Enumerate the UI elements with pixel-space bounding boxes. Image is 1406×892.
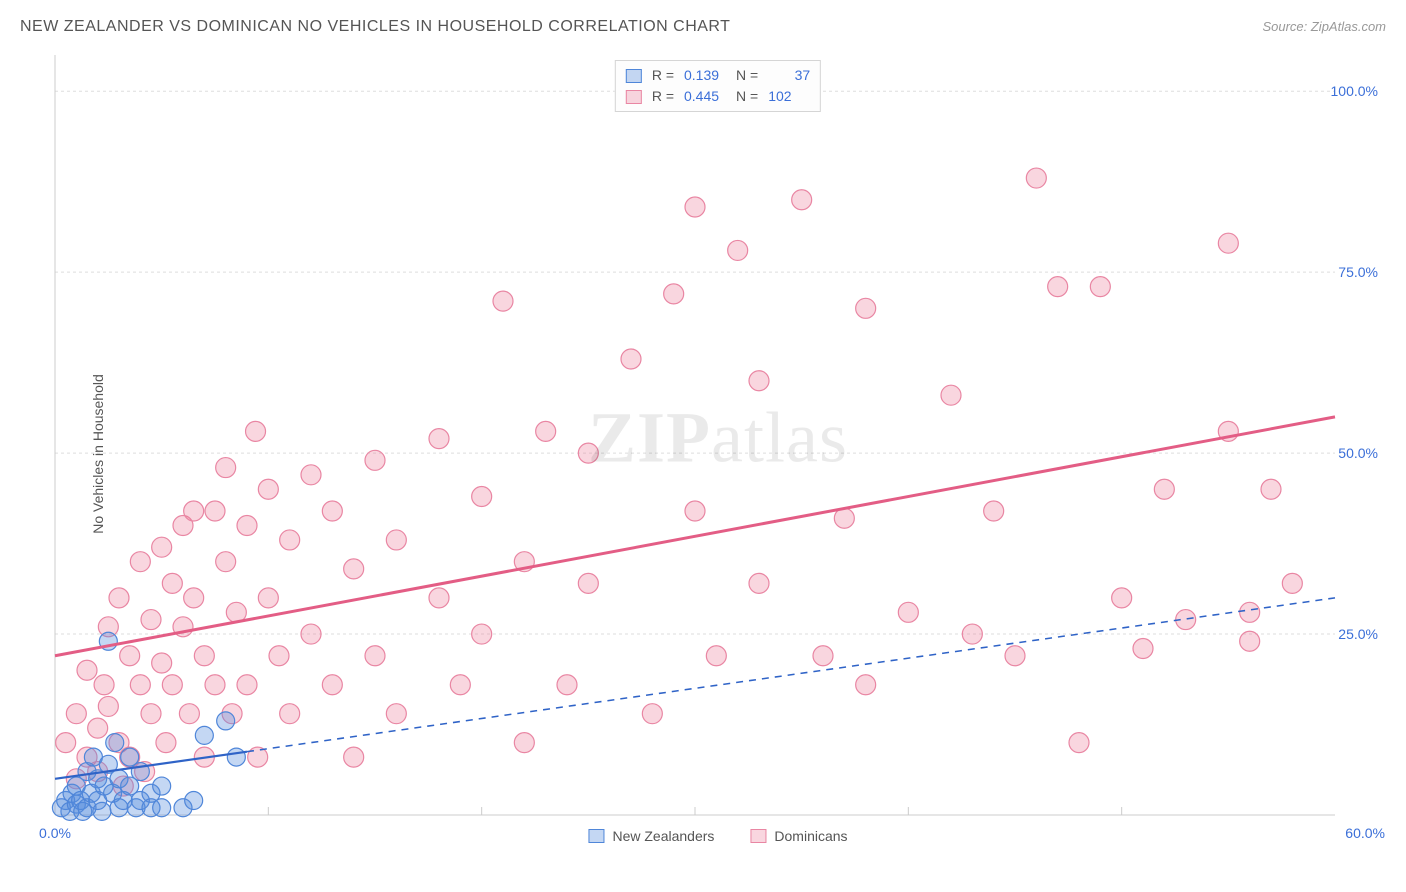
stats-row-nz: R = 0.139 N = 37 <box>626 65 810 86</box>
y-tick-label: 25.0% <box>1338 626 1378 642</box>
y-tick-label: 75.0% <box>1338 264 1378 280</box>
page-title: NEW ZEALANDER VS DOMINICAN NO VEHICLES I… <box>20 18 730 36</box>
legend-item-dom: Dominicans <box>750 828 847 844</box>
chart-container: No Vehicles in Household ZIPatlas R = 0.… <box>50 55 1386 852</box>
swatch-dom-icon <box>750 829 766 843</box>
x-tick-label: 60.0% <box>1345 825 1385 841</box>
n-value-dom: 102 <box>768 86 810 107</box>
y-tick-label: 100.0% <box>1331 83 1378 99</box>
swatch-dom <box>626 90 642 104</box>
source-attribution: Source: ZipAtlas.com <box>1262 19 1386 34</box>
scatter-plot <box>50 55 1395 850</box>
x-tick-label: 0.0% <box>39 825 71 841</box>
stats-legend: R = 0.139 N = 37 R = 0.445 N = 102 <box>615 60 821 112</box>
swatch-nz-icon <box>588 829 604 843</box>
y-axis-label: No Vehicles in Household <box>90 374 106 534</box>
r-value-dom: 0.445 <box>684 86 726 107</box>
series-legend: New Zealanders Dominicans <box>588 828 847 844</box>
n-value-nz: 37 <box>768 65 810 86</box>
swatch-nz <box>626 69 642 83</box>
y-tick-label: 50.0% <box>1338 445 1378 461</box>
stats-row-dom: R = 0.445 N = 102 <box>626 86 810 107</box>
legend-item-nz: New Zealanders <box>588 828 714 844</box>
r-value-nz: 0.139 <box>684 65 726 86</box>
